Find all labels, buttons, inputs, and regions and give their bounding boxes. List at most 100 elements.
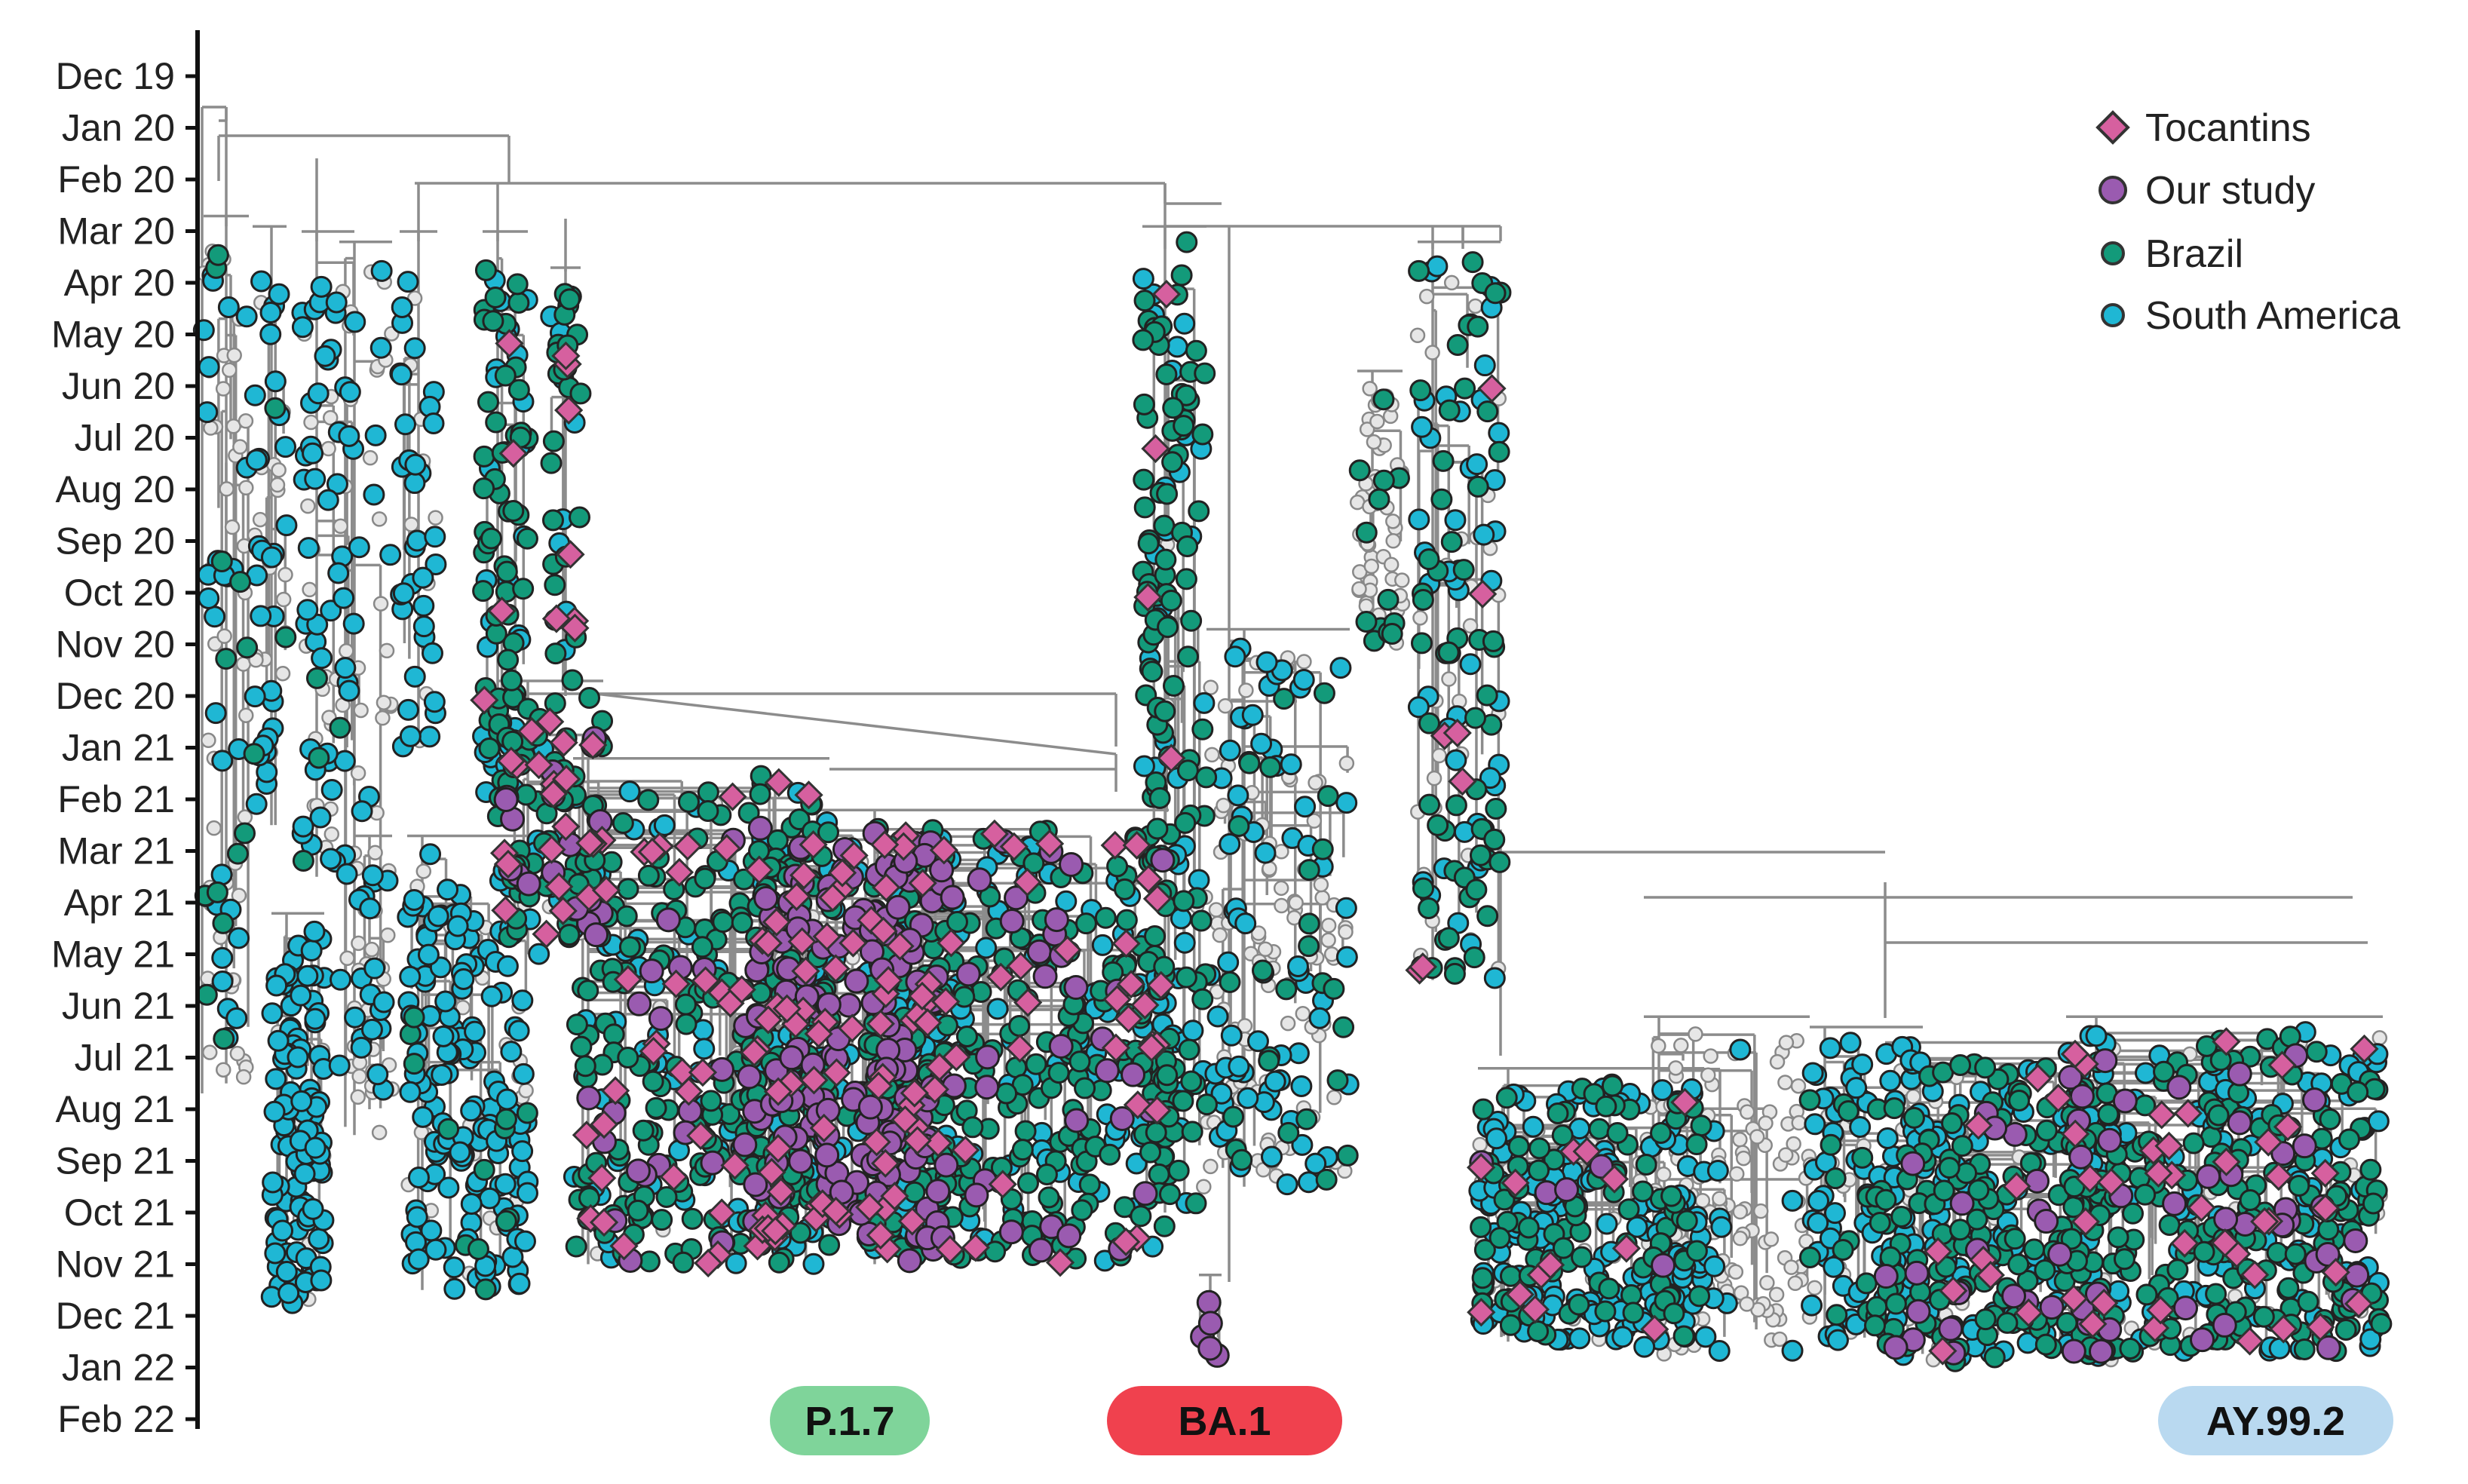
tip-south-america [1210,1082,1233,1105]
tip-brazil [1875,1188,1897,1211]
tip-other [206,820,222,836]
tip-brazil [1446,334,1469,357]
tip-brazil [642,1070,664,1093]
tip-brazil [1332,1016,1355,1038]
tip-brazil [1298,859,1320,882]
tip-other [1204,747,1220,763]
tip-tocantins [988,1170,1017,1199]
tip-south-america [235,305,258,328]
tip-brazil [1983,1346,2006,1369]
tip-tocantins [897,1207,927,1236]
tip-south-america [1250,732,1273,755]
tip-tocantins [1035,829,1065,859]
tip-south-america [1290,1075,1313,1097]
tip-other [252,511,268,528]
tip-brazil [1488,440,1510,463]
tip-tocantins [1130,990,1160,1020]
tip-brazil [1259,756,1282,778]
tip-brazil [558,924,581,946]
tip-brazil [1408,259,1430,282]
tip-brazil [1238,752,1261,774]
tip-brazil [1467,475,1489,498]
tip-tocantins [763,1077,793,1106]
tip-south-america [1633,1335,1656,1358]
tip-brazil [1476,905,1499,928]
tip-other [1768,1286,1785,1302]
tip-south-america [407,1167,430,1189]
tip-brazil [1035,1163,1058,1185]
tip-south-america [1781,1189,1804,1212]
tip-tocantins [799,1065,829,1095]
tip-brazil [2207,1104,2230,1127]
tip-south-america [1845,1077,1868,1099]
tip-brazil [2034,1333,2057,1356]
tip-other [1385,533,1401,549]
tip-our-study [2301,1087,2327,1113]
tip-brazil [1191,988,1214,1010]
tip-other [1238,682,1254,698]
tip-brazil [637,789,660,811]
tip-tocantins [1477,374,1507,403]
tip-brazil [627,1199,649,1222]
tip-tocantins [818,883,848,912]
tip-other [216,1062,231,1078]
tip-brazil [1974,1308,1997,1331]
tip-our-study [747,815,773,841]
tip-tocantins [1116,970,1146,999]
tip-our-study [1109,1105,1135,1131]
tip-brazil [1472,1098,1495,1121]
tip-other [201,1044,218,1060]
tip-brazil [1488,1227,1511,1249]
tip-other [1694,1192,1711,1209]
tip-tocantins [871,979,900,1008]
tip-brazil [1430,488,1453,511]
tip-south-america [271,1219,294,1242]
tip-brazil [1635,1154,1657,1176]
tip-south-america [1173,312,1196,335]
tip-brazil [1156,1064,1179,1087]
tip-south-america [2085,1025,2108,1047]
tip-tocantins [589,1110,619,1139]
tip-other [353,702,369,719]
tip-other [1728,1264,1744,1280]
tip-south-america [1220,1024,1243,1047]
tip-our-study [1004,885,1029,911]
tip-other [201,732,216,749]
tip-other [1338,924,1354,940]
tip-brazil [1902,1106,1925,1129]
tip-brazil [1438,399,1461,422]
tip-brazil [1418,897,1440,919]
tip-brazil [1068,1050,1091,1073]
tip-south-america [443,1256,465,1279]
tip-south-america [1479,767,1501,790]
tip-tocantins [766,1177,796,1207]
tip-other [1752,1203,1769,1219]
tip-other [1363,558,1380,575]
tip-south-america [2359,1328,2382,1351]
tip-south-america [1255,651,1278,673]
tip-brazil [210,550,233,573]
tip-our-study [2058,1065,2083,1090]
tip-our-study [998,1219,1024,1245]
tip-brazil [264,397,287,419]
branch [595,692,1117,756]
tip-brazil [1409,379,1432,402]
tip-south-america [1254,842,1277,864]
tip-brazil [207,244,229,266]
tip-brazil [2297,1290,2319,1313]
tip-brazil [1251,959,1274,982]
tip-south-america [363,957,386,980]
tip-south-america [1219,832,1241,855]
tip-south-america [351,800,373,823]
tip-brazil [2335,1318,2357,1341]
tip-brazil [569,506,591,529]
tip-tocantins [591,875,621,905]
tip-other [371,511,388,527]
tip-other [221,362,238,379]
tip-brazil [212,912,235,934]
tip-tocantins [1053,935,1082,964]
tip-south-america [390,363,412,386]
tip-tocantins [1670,1087,1700,1117]
tip-other [323,826,340,842]
tip-other [1712,1191,1728,1207]
